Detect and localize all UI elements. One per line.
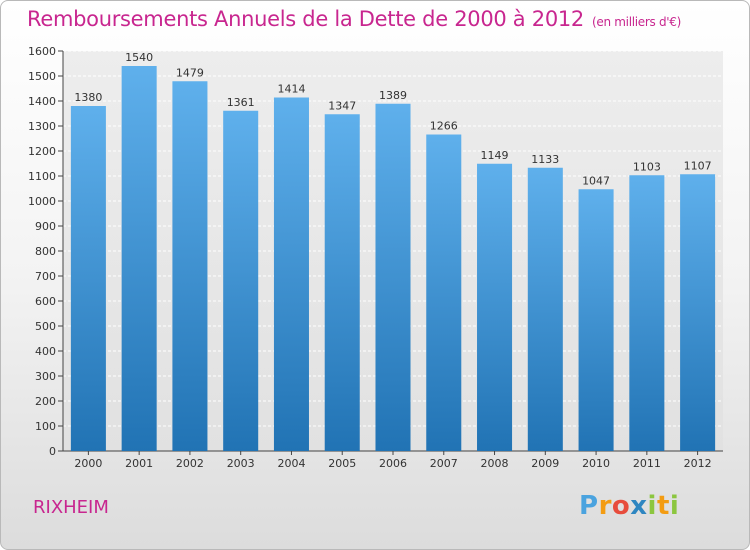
- data-label-2009: 1133: [531, 153, 559, 166]
- data-label-2010: 1047: [582, 174, 610, 187]
- data-label-2012: 1107: [684, 159, 712, 172]
- chart-unit: (en milliers d'€): [592, 15, 682, 29]
- y-tick-label: 500: [35, 320, 56, 333]
- logo-letter: P: [579, 491, 599, 521]
- logo-letter: o: [611, 491, 631, 521]
- y-tick-label: 100: [35, 420, 56, 433]
- bar-2000: [70, 106, 106, 451]
- x-tick-label-2003: 2003: [227, 457, 255, 470]
- bar-2001: [121, 66, 157, 451]
- data-label-2011: 1103: [633, 160, 661, 173]
- logo-letter: i: [669, 491, 680, 521]
- bar-2011: [629, 175, 665, 451]
- y-tick-label: 600: [35, 295, 56, 308]
- y-tick-label: 1300: [28, 120, 56, 133]
- bar-2004: [273, 97, 309, 451]
- logo-letter: i: [647, 491, 657, 521]
- logo-letter: x: [630, 491, 648, 521]
- logo-letter: r: [598, 491, 612, 521]
- x-tick-label-2000: 2000: [74, 457, 102, 470]
- data-label-2006: 1389: [379, 89, 407, 102]
- bar-2012: [680, 174, 716, 451]
- x-tick-label-2007: 2007: [430, 457, 458, 470]
- bar-2008: [477, 163, 513, 451]
- y-tick-label: 0: [49, 445, 56, 458]
- commune-name: RIXHEIM: [33, 497, 109, 518]
- y-tick-label: 1000: [28, 195, 56, 208]
- y-tick-label: 1200: [28, 145, 56, 158]
- y-tick-label: 200: [35, 395, 56, 408]
- x-tick-label-2006: 2006: [379, 457, 407, 470]
- data-label-2005: 1347: [328, 99, 356, 112]
- x-tick-label-2009: 2009: [531, 457, 559, 470]
- y-tick-label: 900: [35, 220, 56, 233]
- bar-chart: 0 100 200 300 400 500 600 700 800 900 1000 1100 1200…: [28, 45, 723, 470]
- y-tick-label: 1600: [28, 45, 56, 58]
- plot-area: 0 100 200 300 400 500 600 700 800 900 1000 1100 1200…: [28, 45, 723, 470]
- proxiti-logo: Proxiti: [579, 491, 679, 521]
- x-tick-label-2011: 2011: [633, 457, 661, 470]
- bar-2007: [426, 134, 462, 451]
- data-label-2007: 1266: [430, 120, 458, 133]
- bar-2002: [172, 81, 208, 451]
- y-tick-label: 1100: [28, 170, 56, 183]
- y-tick-label: 800: [35, 245, 56, 258]
- y-tick-label: 400: [35, 345, 56, 358]
- bar-2010: [578, 189, 614, 451]
- data-label-2003: 1361: [227, 96, 255, 109]
- y-tick-label: 1500: [28, 70, 56, 83]
- bar-2006: [375, 103, 411, 451]
- x-tick-label-2002: 2002: [176, 457, 204, 470]
- data-label-2002: 1479: [176, 66, 204, 79]
- y-tick-label: 1400: [28, 95, 56, 108]
- bar-2005: [324, 114, 360, 451]
- y-tick-label: 300: [35, 370, 56, 383]
- data-label-2008: 1149: [481, 149, 509, 162]
- data-label-2001: 1540: [125, 51, 153, 64]
- chart-title-text: Remboursements Annuels de la Dette de 20…: [27, 7, 584, 31]
- x-tick-label-2001: 2001: [125, 457, 153, 470]
- x-tick-label-2010: 2010: [582, 457, 610, 470]
- logo-letter: t: [656, 491, 670, 521]
- y-tick-label: 700: [35, 270, 56, 283]
- data-label-2000: 1380: [74, 91, 102, 104]
- data-label-2004: 1414: [277, 83, 305, 96]
- bar-2009: [527, 167, 563, 451]
- x-tick-label-2008: 2008: [481, 457, 509, 470]
- bar-2003: [223, 110, 259, 451]
- x-tick-label-2005: 2005: [328, 457, 356, 470]
- x-tick-label-2004: 2004: [277, 457, 305, 470]
- chart-title: Remboursements Annuels de la Dette de 20…: [27, 7, 681, 31]
- x-tick-label-2012: 2012: [684, 457, 712, 470]
